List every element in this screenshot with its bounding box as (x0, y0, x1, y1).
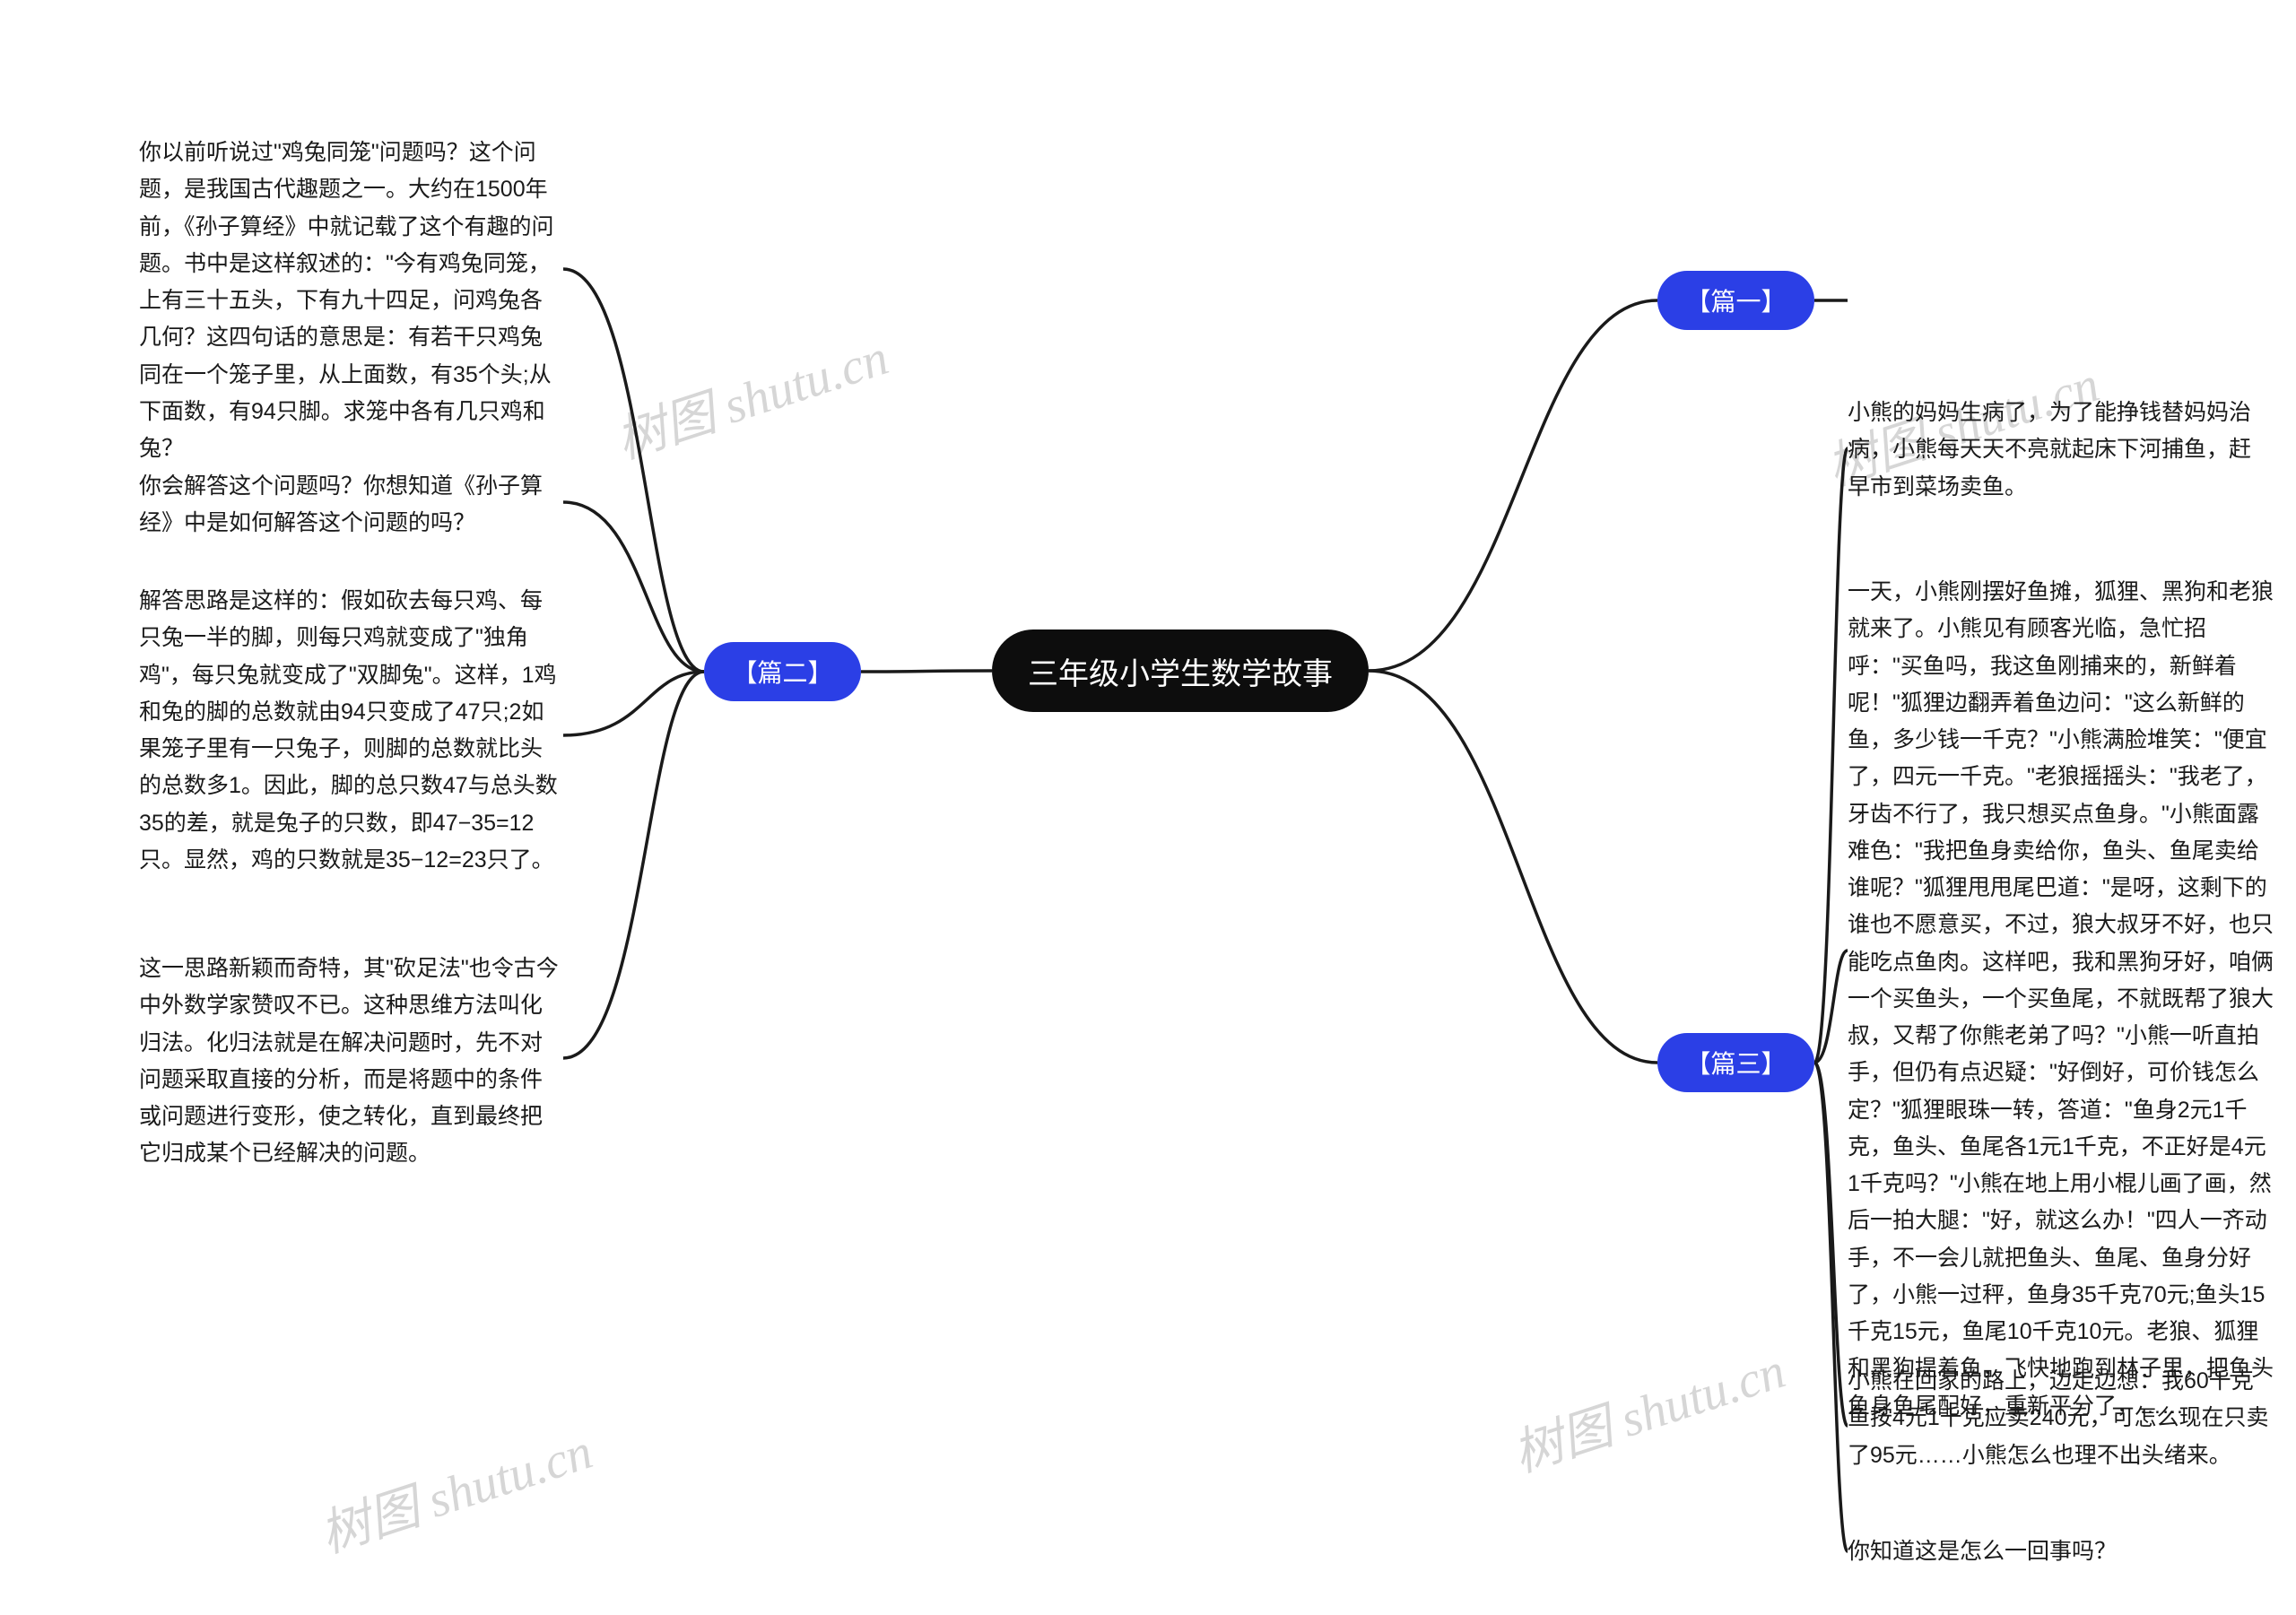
leaf-p3b: 一天，小熊刚摆好鱼摊，狐狸、黑狗和老狼就来了。小熊见有顾客光临，急忙招呼："买鱼… (1848, 574, 2278, 1425)
watermark: 树图 shutu.cn (309, 1411, 600, 1567)
leaf-p3c: 小熊在回家的路上，边走边想：我60千克鱼按4元1千克应卖240元，可怎么现在只卖… (1848, 1363, 2269, 1474)
mindmap-center[interactable]: 三年级小学生数学故事 (992, 630, 1369, 712)
branch-label: 【篇一】 (1686, 282, 1787, 318)
branch-p2[interactable]: 【篇二】 (704, 642, 861, 701)
branch-p3[interactable]: 【篇三】 (1657, 1033, 1814, 1092)
branch-label: 【篇三】 (1686, 1045, 1787, 1081)
watermark: 树图 shutu.cn (1502, 1330, 1793, 1486)
branch-label: 【篇二】 (733, 654, 833, 690)
center-label: 三年级小学生数学故事 (1028, 649, 1333, 693)
leaf-p2d: 这一思路新颖而奇特，其"砍足法"也令古今中外数学家赞叹不已。这种思维方法叫化归法… (139, 951, 559, 1173)
leaf-p3d: 你知道这是怎么一回事吗？ (1848, 1533, 2269, 1570)
leaf-p2b: 你会解答这个问题吗？你想知道《孙子算经》中是如何解答这个问题的吗？ (139, 468, 559, 543)
leaf-p2c: 解答思路是这样的：假如砍去每只鸡、每只兔一半的脚，则每只鸡就变成了"独角鸡"，每… (139, 583, 559, 879)
leaf-p3a: 小熊的妈妈生病了，为了能挣钱替妈妈治病，小熊每天天不亮就起床下河捕鱼，赶早市到菜… (1848, 395, 2269, 506)
leaf-p2a: 你以前听说过"鸡兔同笼"问题吗？这个问题，是我国古代趣题之一。大约在1500年前… (139, 135, 559, 467)
branch-p1[interactable]: 【篇一】 (1657, 271, 1814, 330)
watermark: 树图 shutu.cn (605, 317, 896, 473)
